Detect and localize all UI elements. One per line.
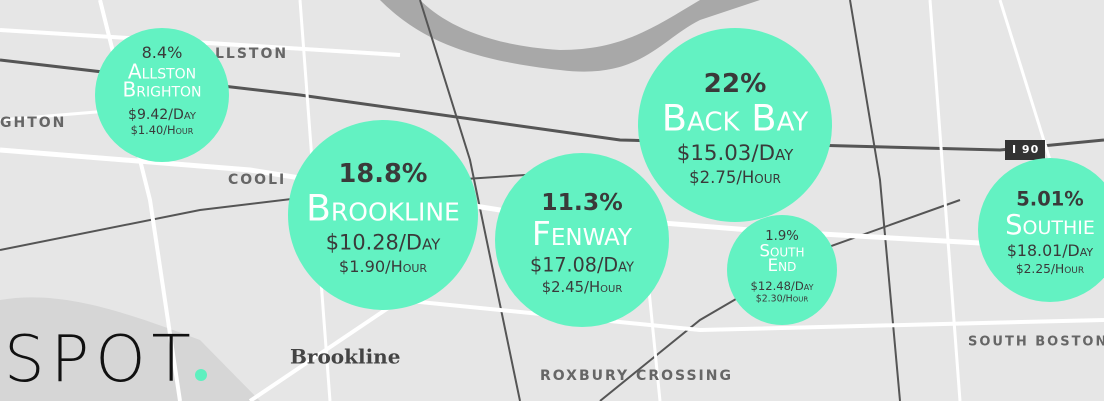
bubble-name: Brookline [306, 187, 460, 229]
bubble-name: Fenway [532, 214, 633, 253]
map-label: Brookline [290, 345, 400, 369]
bubble-day: $18.01/Day [1007, 241, 1094, 260]
map-label: LLSTON [215, 46, 288, 62]
bubble [288, 120, 478, 310]
bubble-day: $10.28/Day [326, 231, 441, 255]
river [380, 0, 760, 72]
map-label: I 90 [1012, 143, 1039, 156]
bubble-percent: 1.9% [765, 229, 799, 244]
bubble-day: $9.42/Day [128, 107, 197, 123]
bubble-name: Allston [128, 59, 196, 83]
bubble [95, 28, 229, 162]
bubble-percent: 22% [704, 69, 767, 99]
bubble [727, 215, 837, 325]
logo-dot [194, 369, 207, 381]
bubble-name: Southie [1005, 210, 1095, 241]
bubble-percent: 8.4% [142, 43, 183, 62]
highway-shield [1005, 140, 1045, 160]
bubble [495, 153, 669, 327]
map-label: COOLI [228, 172, 286, 188]
map-label: GHTON [0, 115, 66, 131]
bubble-name: Brighton [122, 77, 201, 101]
bubble-day: $17.08/Day [530, 254, 634, 277]
logo: SPOT [4, 328, 207, 392]
logo-text: SPOT [4, 323, 197, 397]
bubble-hour: $2.45/Hour [542, 279, 623, 296]
bubble-hour: $2.25/Hour [1016, 262, 1084, 276]
bubble-day: $12.48/Day [751, 279, 814, 293]
bubble [978, 158, 1104, 302]
bubble-hour: $1.90/Hour [339, 257, 427, 276]
map-label: SOUTH BOSTON [968, 335, 1104, 350]
bubble-hour: $1.40/Hour [131, 123, 194, 137]
bubble-hour: $2.30/Hour [756, 294, 809, 305]
bubble-percent: 5.01% [1016, 187, 1083, 210]
bubble-name: Back Bay [662, 97, 809, 140]
bubble-percent: 11.3% [541, 188, 622, 216]
bubble [638, 28, 832, 222]
bubble-name: End [768, 256, 797, 275]
bubble-percent: 18.8% [339, 159, 428, 189]
bubble-name: South [759, 241, 804, 260]
map-label: ROXBURY CROSSING [540, 368, 733, 384]
bubble-hour: $2.75/Hour [689, 168, 781, 187]
bubble-day: $15.03/Day [677, 141, 794, 166]
